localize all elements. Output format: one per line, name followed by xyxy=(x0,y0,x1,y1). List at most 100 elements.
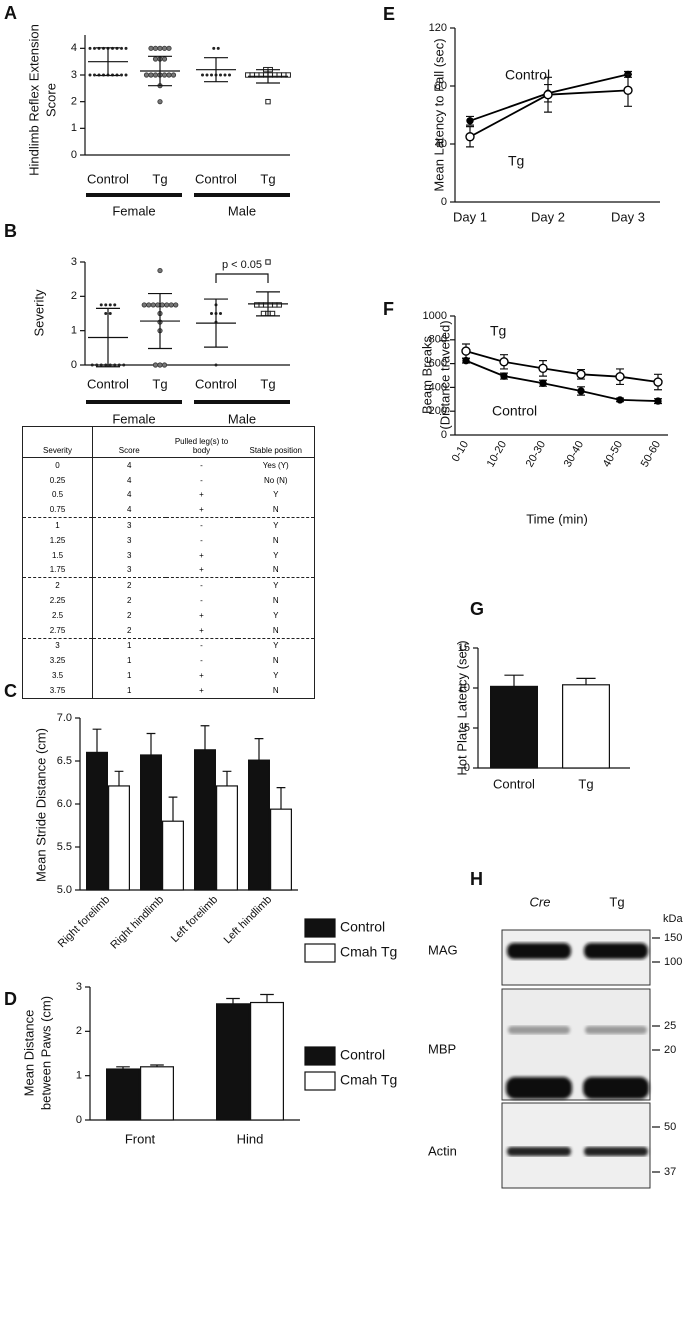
panel-label: F xyxy=(383,299,394,319)
point xyxy=(465,132,475,142)
x-tick-label: Tg xyxy=(152,171,167,186)
point xyxy=(576,369,586,380)
table-cell: 3 xyxy=(22,638,93,654)
x-tick-label: Control xyxy=(87,171,129,186)
row-label: MAG xyxy=(428,942,458,957)
y-tick-label: 2 xyxy=(71,290,77,302)
band xyxy=(506,1077,572,1099)
bar xyxy=(216,1003,251,1121)
point xyxy=(210,73,213,77)
table-cell: + xyxy=(165,622,238,639)
table-cell: 1 xyxy=(127,641,132,651)
point xyxy=(120,46,123,50)
x-axis-label: Time (min) xyxy=(526,511,588,526)
point xyxy=(161,45,168,51)
point xyxy=(157,99,163,105)
y-tick-label: 0 xyxy=(441,429,447,441)
x-tick-label: Right hindlimb xyxy=(108,894,166,952)
error-bar xyxy=(226,997,240,1004)
band xyxy=(507,1147,571,1156)
group-bar xyxy=(86,400,182,404)
point xyxy=(538,363,548,374)
legend-swatch xyxy=(304,918,336,938)
marker-label: 50 xyxy=(664,1121,676,1133)
x-tick-label: Control xyxy=(87,376,129,391)
table-cell: 4 xyxy=(92,502,166,519)
point xyxy=(466,117,474,125)
table-cell: 1 xyxy=(127,685,132,695)
bar xyxy=(270,808,293,891)
y-tick-label: 6.0 xyxy=(57,798,72,810)
y-tick-label: 2 xyxy=(71,96,77,108)
bar xyxy=(194,749,217,891)
sd-bar xyxy=(96,307,120,368)
point xyxy=(99,363,103,367)
y-tick-label: 15 xyxy=(458,642,470,654)
legend-swatch xyxy=(304,1071,336,1091)
group-bar xyxy=(194,400,290,404)
point xyxy=(161,362,168,368)
sd-bar xyxy=(256,69,280,84)
table-row: 0.25 4 - No (N) xyxy=(22,472,315,488)
header-cell: Severity xyxy=(22,426,93,458)
point xyxy=(164,302,170,308)
error-bar xyxy=(114,770,124,786)
marker-label: 37 xyxy=(664,1166,676,1178)
x-tick-label: 20-30 xyxy=(524,439,548,469)
band xyxy=(583,1077,649,1099)
group-label: Female xyxy=(112,203,155,218)
point xyxy=(623,85,633,96)
panel-label: E xyxy=(383,4,395,24)
table-cell: 1.75 xyxy=(22,562,93,579)
table-cell: 3.75 xyxy=(22,682,93,699)
series-label: Tg xyxy=(508,153,524,169)
x-tick-label: 30-40 xyxy=(562,439,586,469)
x-tick-label: Tg xyxy=(260,171,275,186)
point xyxy=(108,303,112,307)
group-bar xyxy=(86,193,182,197)
series-line xyxy=(465,350,659,383)
point xyxy=(122,363,126,367)
group-label: Male xyxy=(228,203,256,218)
table-cell: N xyxy=(272,596,279,606)
error-bar xyxy=(222,770,232,786)
y-tick-label: 120 xyxy=(429,22,447,34)
blot: H Cre Tg kDa MAG MBP Actin 150 100 25 20… xyxy=(428,869,683,1189)
panel-label: C xyxy=(4,681,17,701)
table-cell: 2 xyxy=(127,610,132,620)
table-cell: N xyxy=(237,622,315,639)
sd-bar xyxy=(148,55,172,87)
x-tick-label: Front xyxy=(125,1131,156,1146)
point xyxy=(285,72,291,78)
legend-label: Control xyxy=(340,919,385,935)
series-label: Control xyxy=(505,67,550,83)
table-row: 3 1 - Y xyxy=(22,638,315,654)
point xyxy=(124,73,128,77)
table-row: 0 4 - Yes (Y) xyxy=(22,457,315,473)
x-tick-label: 40-50 xyxy=(601,439,625,469)
table-cell: + xyxy=(199,671,204,681)
table-cell: 2 xyxy=(92,622,166,639)
panel-label: B xyxy=(4,221,17,241)
x-tick-label: Day 1 xyxy=(453,209,487,224)
bar xyxy=(250,1001,285,1121)
band xyxy=(507,943,571,959)
table-row: 1.5 3 + Y xyxy=(22,547,315,563)
table-cell: - xyxy=(200,475,203,485)
table-cell: N xyxy=(237,502,315,519)
point xyxy=(157,45,163,51)
table-cell: - xyxy=(200,656,203,666)
y-axis-label: Mean Latency to Fall (sec) xyxy=(431,38,446,191)
sd-bar xyxy=(204,57,228,83)
error-bar xyxy=(92,728,102,753)
y-tick-label: 1 xyxy=(71,325,77,337)
table-row: 2.75 2 + N xyxy=(22,622,315,639)
table-cell: N xyxy=(272,685,279,695)
y-tick-label: 200 xyxy=(429,405,447,417)
x-tick-label: Control xyxy=(195,376,237,391)
bar xyxy=(105,1068,140,1121)
header-cell: Score xyxy=(92,426,166,458)
table-cell: 1.5 xyxy=(22,547,93,563)
panel-label: G xyxy=(470,599,484,619)
point xyxy=(276,302,282,308)
